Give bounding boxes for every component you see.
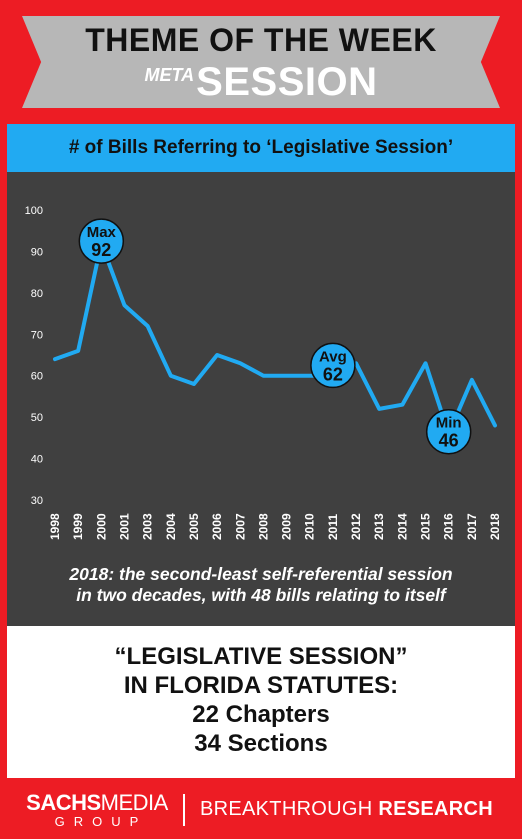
- header-subtitle: METASESSION: [0, 60, 522, 105]
- caption-line-2: in two decades, with 48 bills relating t…: [76, 585, 446, 605]
- fact-line-4: 34 Sections: [194, 730, 328, 757]
- y-tick-label: 100: [25, 205, 43, 217]
- annotation-label: Avg: [319, 348, 347, 365]
- footer-divider: [183, 794, 185, 826]
- header-banner: [22, 16, 500, 108]
- header-meta: META: [144, 65, 195, 85]
- tagline-research: RESEARCH: [378, 798, 494, 820]
- brand-group: GROUP: [54, 814, 148, 829]
- x-tick-label: 2007: [233, 513, 247, 540]
- x-tick-label: 2003: [141, 513, 155, 540]
- annotation-label: Max: [87, 224, 117, 241]
- fact-line-1: “LEGISLATIVE SESSION”: [114, 643, 408, 670]
- fact-line-2: IN FLORIDA STATUTES:: [123, 672, 399, 699]
- footer-tagline: BREAKTHROUGH RESEARCH: [200, 798, 493, 821]
- x-tick-label: 2001: [117, 513, 131, 540]
- y-tick-label: 60: [31, 371, 43, 383]
- header-title: THEME OF THE WEEK: [85, 22, 437, 58]
- x-tick-label: 2014: [395, 513, 409, 540]
- y-tick-label: 70: [31, 329, 43, 341]
- y-tick-label: 30: [31, 495, 43, 507]
- x-tick-label: 2010: [303, 513, 317, 540]
- fact-panel: “LEGISLATIVE SESSION” IN FLORIDA STATUTE…: [7, 626, 515, 778]
- chart-title: # of Bills Referring to ‘Legislative Ses…: [7, 124, 515, 172]
- line-chart: 30 40 50 60 70 80 90 100 1998 1999 2000 2001 2003 200…: [25, 205, 502, 540]
- x-tick-label: 1999: [71, 513, 85, 540]
- x-tick-label: 2011: [326, 514, 340, 540]
- annotation-label: Min: [436, 415, 462, 432]
- x-tick-label: 2004: [164, 513, 178, 540]
- x-tick-label: 2018: [488, 513, 502, 540]
- annotation-value: 62: [323, 364, 343, 384]
- x-tick-label: 2015: [419, 513, 433, 540]
- tagline-breakthrough: BREAKTHROUGH: [200, 798, 379, 820]
- annotation-value: 46: [439, 431, 459, 451]
- brand-logo: SACHSMEDIA GROUP: [22, 792, 172, 830]
- x-tick-label: 2006: [210, 513, 224, 540]
- x-tick-label: 2012: [349, 513, 363, 540]
- x-tick-label: 2008: [256, 513, 270, 540]
- y-tick-label: 40: [31, 454, 43, 466]
- footer: SACHSMEDIA GROUP BREAKTHROUGH RESEARCH: [0, 780, 522, 839]
- chart-caption: 2018: the second-least self-referential …: [7, 564, 515, 606]
- chart-panel: # of Bills Referring to ‘Legislative Ses…: [7, 124, 515, 626]
- caption-line-1: 2018: the second-least self-referential …: [69, 564, 453, 584]
- x-tick-label: 2009: [280, 513, 294, 540]
- y-tick-label: 50: [31, 412, 43, 424]
- x-tick-label: 2016: [442, 513, 456, 540]
- y-tick-label: 80: [31, 288, 43, 300]
- header-session: SESSION: [196, 60, 378, 104]
- annotation-bubble: [425, 408, 472, 455]
- x-tick-label: 1998: [48, 513, 62, 540]
- annotation-value: 92: [91, 240, 111, 260]
- series-line: [53, 241, 497, 436]
- annotation-bubble: [78, 218, 125, 264]
- annotation-bubble: [310, 342, 356, 389]
- brand-media: MEDIA: [100, 790, 169, 815]
- x-tick-label: 2013: [372, 513, 386, 540]
- fact-line-3: 22 Chapters: [192, 701, 330, 728]
- x-tick-label: 2000: [94, 513, 108, 540]
- x-tick-label: 2005: [187, 513, 201, 540]
- brand-sachs: SACHS: [26, 790, 101, 815]
- x-tick-label: 2017: [465, 513, 479, 540]
- y-tick-label: 90: [31, 246, 43, 258]
